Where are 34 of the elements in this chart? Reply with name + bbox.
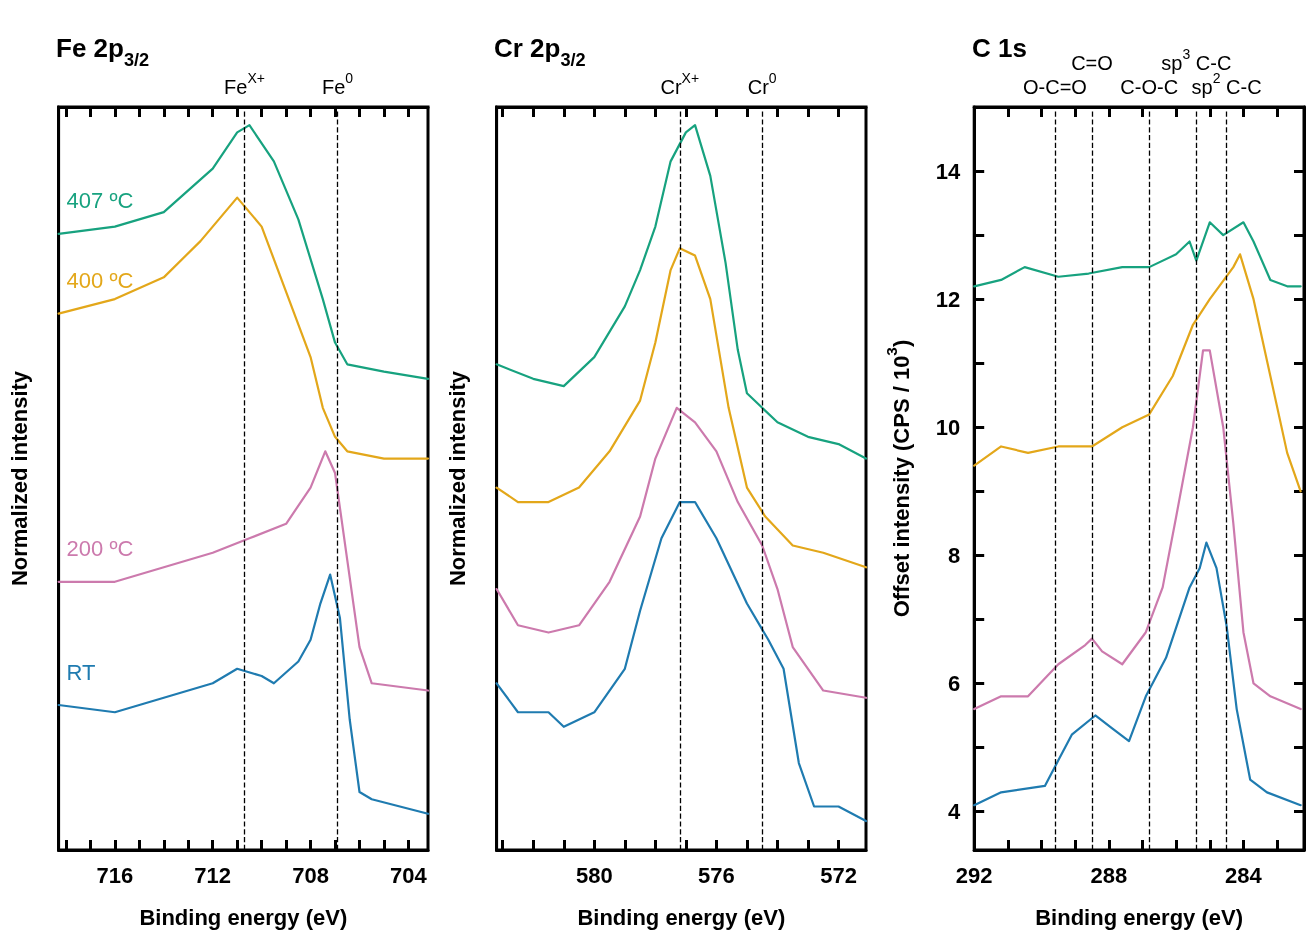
line-series: [973, 349, 1302, 711]
y-axis-title: Normalized intensity: [6, 370, 32, 587]
series-label: 200 ºC: [66, 536, 134, 562]
x-tick-label: 576: [698, 862, 735, 888]
x-tick-label: 716: [96, 862, 134, 888]
y-tick-label: 14: [935, 158, 961, 184]
ref-line-label: C=O: [1071, 52, 1113, 74]
x-tick-label: 288: [1090, 862, 1128, 888]
x-tick-label: 708: [292, 862, 329, 888]
x-axis-title: Binding energy (eV): [139, 905, 348, 931]
series-label: 400 ºC: [66, 268, 134, 294]
line-series: [973, 541, 1302, 807]
x-tick-label: 580: [575, 862, 613, 888]
series-label: 407 ºC: [66, 188, 134, 214]
x-tick-label: 284: [1225, 862, 1263, 888]
x-tick-label: 572: [820, 862, 857, 888]
y-tick-label: 6: [947, 670, 961, 696]
y-tick-label: 12: [935, 286, 961, 312]
x-axis-title: Binding energy (eV): [577, 905, 786, 931]
ref-line-label: O-C=O: [1023, 76, 1087, 98]
y-tick-label: 4: [947, 799, 961, 825]
x-tick-label: 704: [390, 862, 428, 888]
x-tick-label: 712: [194, 862, 232, 888]
y-axis-title: Offset intensity (CPS / 103): [883, 339, 915, 618]
line-series: [973, 221, 1302, 288]
y-axis-title: Normalized intensity: [444, 370, 470, 587]
y-tick-label: 8: [947, 542, 961, 568]
x-axis-title: Binding energy (eV): [1035, 905, 1243, 931]
line-series: [973, 253, 1302, 493]
x-tick-label: 292: [955, 862, 993, 888]
chart-title: C 1s: [972, 32, 1027, 63]
ref-line-label: C-O-C: [1120, 76, 1179, 98]
series-label: RT: [66, 659, 96, 685]
y-tick-label: 10: [935, 414, 961, 440]
